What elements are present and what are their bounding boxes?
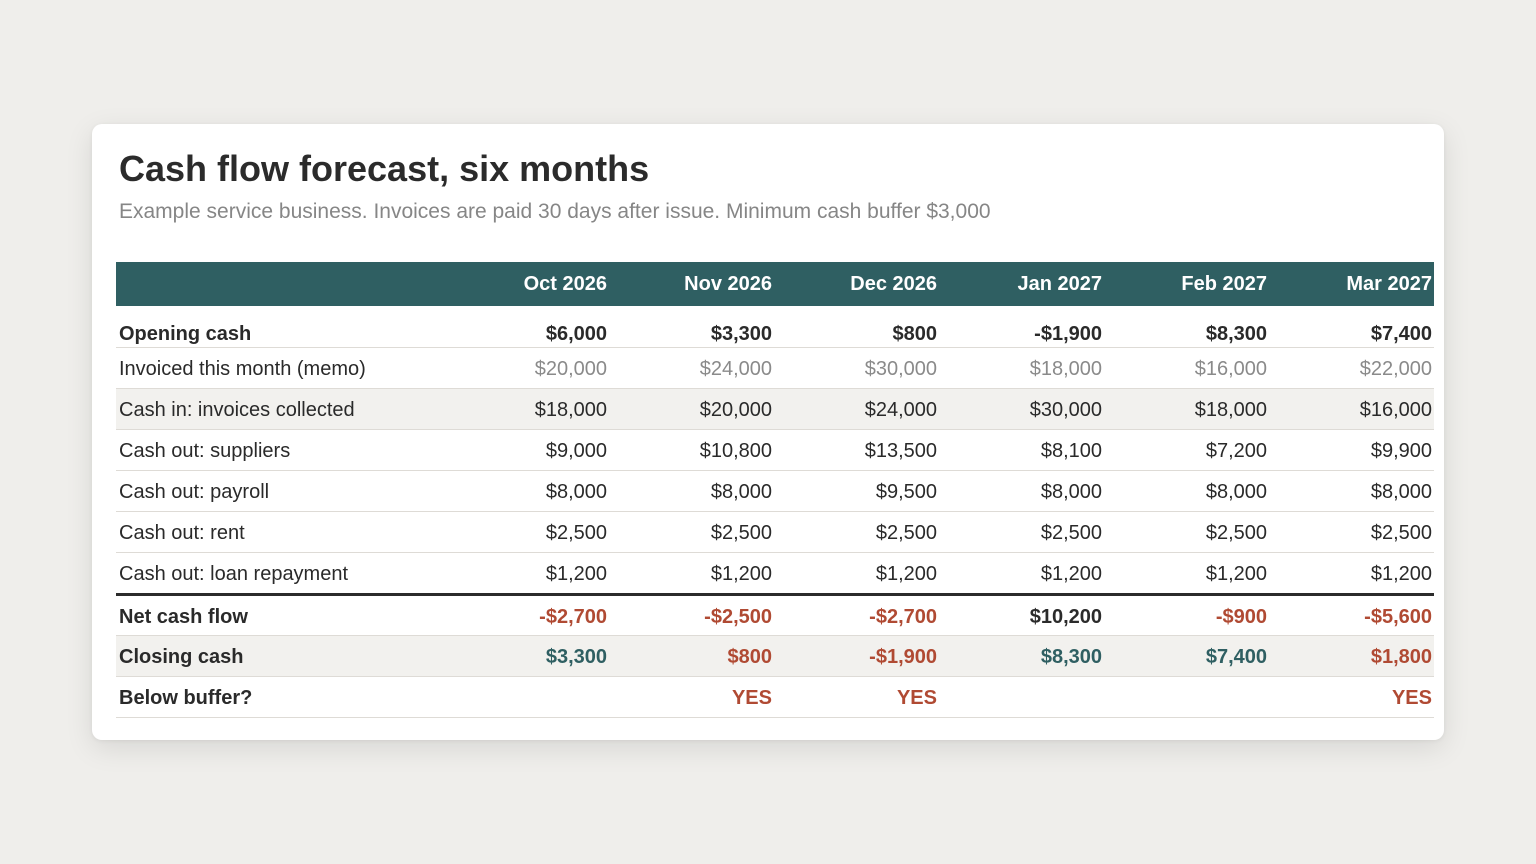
- table-cell: $3,300: [609, 306, 774, 348]
- table-cell: $30,000: [939, 388, 1104, 430]
- month-header: Oct 2026: [523, 272, 607, 295]
- table-cell: $8,300: [939, 635, 1104, 678]
- forecast-card: Cash flow forecast, six months Example s…: [92, 124, 1444, 740]
- table-cell: -$2,500: [609, 594, 774, 636]
- row-label: Invoiced this month (memo): [116, 347, 448, 389]
- table-cell: $9,500: [774, 470, 939, 513]
- table-cell: $9,900: [1269, 429, 1434, 472]
- cash-flow-table: Oct 2026 Nov 2026 Dec 2026 Jan 2027 Feb …: [116, 262, 1434, 719]
- month-header: Dec 2026: [850, 272, 937, 295]
- header-label-cell: [116, 262, 448, 306]
- table-cell: $24,000: [774, 388, 939, 430]
- page-title: Cash flow forecast, six months: [119, 148, 650, 189]
- table-cell: $8,000: [609, 470, 774, 513]
- table-cell: -$2,700: [774, 594, 939, 636]
- table-cell: $2,500: [448, 511, 609, 554]
- table-cell: -$900: [1104, 594, 1269, 636]
- page-subtitle: Example service business. Invoices are p…: [119, 200, 991, 223]
- row-label: Opening cash: [116, 306, 448, 348]
- row-label: Net cash flow: [116, 594, 448, 636]
- table-cell: $800: [774, 306, 939, 348]
- row-label: Cash out: payroll: [116, 470, 448, 513]
- table-cell: $24,000: [609, 347, 774, 389]
- row-label: Cash out: rent: [116, 511, 448, 554]
- table-cell: $800: [609, 635, 774, 678]
- table-cell: $20,000: [609, 388, 774, 430]
- table-cell: [939, 676, 1104, 719]
- table-cell: $10,800: [609, 429, 774, 472]
- rent-row: Cash out: rent $2,500 $2,500 $2,500 $2,5…: [116, 511, 1434, 554]
- payroll-row: Cash out: payroll $8,000 $8,000 $9,500 $…: [116, 470, 1434, 513]
- table-cell: $16,000: [1269, 388, 1434, 430]
- table-cell: $1,200: [609, 552, 774, 596]
- table-cell: $8,300: [1104, 306, 1269, 348]
- table-cell: YES: [1269, 676, 1434, 719]
- table-cell: $9,000: [448, 429, 609, 472]
- table-cell: $22,000: [1269, 347, 1434, 389]
- table-cell: $18,000: [1104, 388, 1269, 430]
- table-cell: $8,100: [939, 429, 1104, 472]
- table-cell: $7,400: [1104, 635, 1269, 678]
- row-label: Cash in: invoices collected: [116, 388, 448, 430]
- below-buffer-row: Below buffer? YES YES YES: [116, 676, 1434, 719]
- table-cell: $6,000: [448, 306, 609, 348]
- table-cell: $2,500: [609, 511, 774, 554]
- table-cell: $1,800: [1269, 635, 1434, 678]
- row-label: Cash out: loan repayment: [116, 552, 448, 596]
- table-cell: [1104, 676, 1269, 719]
- table-cell: $7,400: [1269, 306, 1434, 348]
- net-cash-flow-row: Net cash flow -$2,700 -$2,500 -$2,700 $1…: [116, 594, 1434, 636]
- table-cell: $3,300: [448, 635, 609, 678]
- row-label: Closing cash: [116, 635, 448, 678]
- opening-cash-row: Opening cash $6,000 $3,300 $800 -$1,900 …: [116, 306, 1434, 348]
- table-cell: $1,200: [774, 552, 939, 596]
- table-cell: $2,500: [774, 511, 939, 554]
- cash-in-row: Cash in: invoices collected $18,000 $20,…: [116, 388, 1434, 430]
- table-cell: $10,200: [939, 594, 1104, 636]
- table-cell: $2,500: [939, 511, 1104, 554]
- row-label: Cash out: suppliers: [116, 429, 448, 472]
- table-cell: $18,000: [448, 388, 609, 430]
- table-cell: -$2,700: [448, 594, 609, 636]
- table-cell: $1,200: [1269, 552, 1434, 596]
- header-row: Oct 2026 Nov 2026 Dec 2026 Jan 2027 Feb …: [116, 262, 1434, 306]
- table-cell: -$5,600: [1269, 594, 1434, 636]
- loan-repayment-row: Cash out: loan repayment $1,200 $1,200 $…: [116, 552, 1434, 596]
- closing-cash-row: Closing cash $3,300 $800 -$1,900 $8,300 …: [116, 635, 1434, 678]
- invoiced-memo-row: Invoiced this month (memo) $20,000 $24,0…: [116, 347, 1434, 389]
- table-cell: -$1,900: [774, 635, 939, 678]
- table-cell: $8,000: [1104, 470, 1269, 513]
- table-cell: $2,500: [1104, 511, 1269, 554]
- table-cell: $18,000: [939, 347, 1104, 389]
- row-label: Below buffer?: [116, 676, 448, 719]
- month-header: Jan 2027: [1017, 272, 1102, 295]
- table-cell: $8,000: [448, 470, 609, 513]
- table-cell: $13,500: [774, 429, 939, 472]
- table-cell: [448, 676, 609, 719]
- month-header: Feb 2027: [1181, 272, 1267, 295]
- table-cell: YES: [609, 676, 774, 719]
- table-cell: -$1,900: [939, 306, 1104, 348]
- table-cell: YES: [774, 676, 939, 719]
- month-header: Mar 2027: [1346, 272, 1432, 295]
- table-cell: $30,000: [774, 347, 939, 389]
- table-cell: $2,500: [1269, 511, 1434, 554]
- suppliers-row: Cash out: suppliers $9,000 $10,800 $13,5…: [116, 429, 1434, 472]
- table-cell: $20,000: [448, 347, 609, 389]
- table-cell: $16,000: [1104, 347, 1269, 389]
- table-cell: $1,200: [939, 552, 1104, 596]
- table-cell: $7,200: [1104, 429, 1269, 472]
- table-cell: $8,000: [1269, 470, 1434, 513]
- month-header: Nov 2026: [684, 272, 772, 295]
- table-cell: $8,000: [939, 470, 1104, 513]
- table-cell: $1,200: [448, 552, 609, 596]
- table-cell: $1,200: [1104, 552, 1269, 596]
